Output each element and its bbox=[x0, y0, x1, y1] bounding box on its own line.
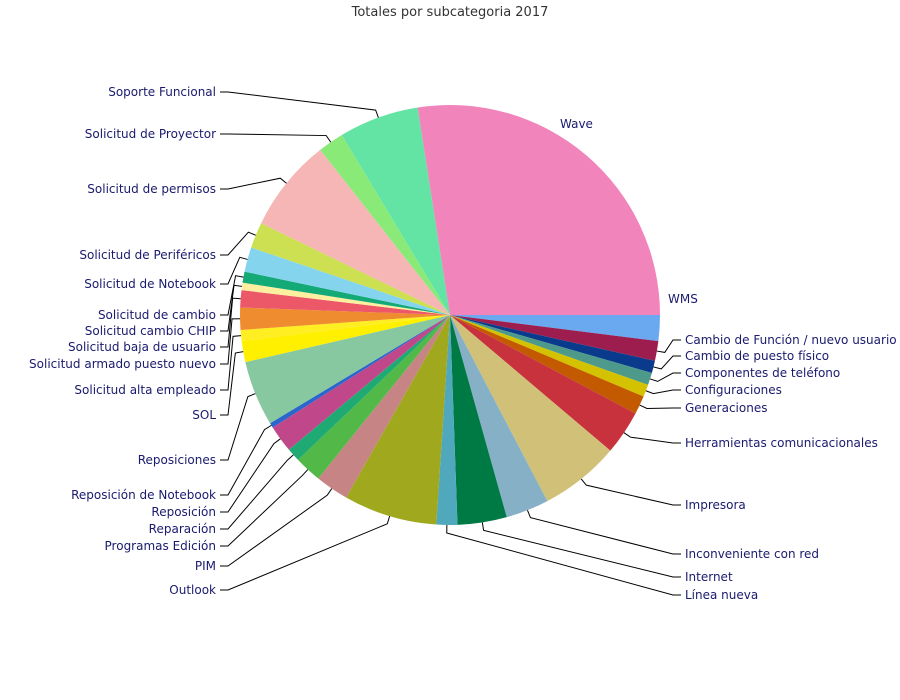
slice-label: Solicitud de Periféricos bbox=[79, 248, 216, 262]
pie-slice bbox=[450, 315, 548, 518]
leader-line bbox=[639, 404, 681, 410]
slice-label: Reposición bbox=[151, 505, 216, 519]
pie-slice bbox=[450, 315, 660, 342]
pie-slice bbox=[261, 149, 450, 315]
slice-label: PIM bbox=[195, 559, 216, 573]
leader-line bbox=[220, 284, 243, 332]
leader-line bbox=[446, 524, 681, 596]
leader-line bbox=[220, 438, 281, 513]
pie-slice bbox=[450, 315, 655, 373]
pie-slice bbox=[450, 315, 611, 502]
slice-label: Herramientas comunicacionales bbox=[685, 436, 878, 450]
slice-label: WMS bbox=[668, 292, 698, 306]
slice-label: SOL bbox=[192, 408, 216, 422]
leader-line bbox=[656, 339, 681, 353]
pie-slice bbox=[450, 315, 649, 397]
leader-line bbox=[220, 469, 309, 547]
leader-line bbox=[220, 351, 244, 416]
leader-line bbox=[220, 335, 242, 391]
chart-title: Totales por subcategoria 2017 bbox=[351, 5, 549, 20]
pie-slice bbox=[346, 315, 450, 525]
slice-label: Reposiciones bbox=[138, 453, 216, 467]
pie-slice bbox=[450, 315, 507, 525]
leader-line bbox=[220, 177, 287, 190]
leader-line bbox=[220, 256, 248, 285]
slice-label: Reposición de Notebook bbox=[71, 488, 216, 502]
slice-label: Reparación bbox=[149, 522, 216, 536]
leader-lines bbox=[220, 91, 681, 596]
slice-label: Outlook bbox=[169, 583, 216, 597]
pie-slice bbox=[245, 315, 450, 424]
pie-slice bbox=[241, 315, 450, 363]
leader-line bbox=[481, 522, 681, 578]
leader-line bbox=[653, 355, 681, 370]
leader-line bbox=[220, 133, 332, 143]
slice-label: Componentes de teléfono bbox=[685, 366, 840, 380]
leader-line bbox=[220, 454, 294, 530]
slice-label: Configuraciones bbox=[685, 383, 782, 397]
pie-slice bbox=[341, 107, 450, 316]
pie-slices bbox=[239, 105, 660, 525]
slice-label: Wave bbox=[560, 117, 593, 131]
pie-slice bbox=[270, 315, 450, 428]
slice-label: Generaciones bbox=[685, 401, 767, 415]
leader-line bbox=[623, 432, 681, 444]
slice-label: Solicitud baja de usuario bbox=[68, 340, 216, 354]
pie-slice bbox=[240, 315, 450, 342]
pie-slice bbox=[241, 282, 450, 315]
pie-slice bbox=[298, 315, 450, 479]
leader-line bbox=[220, 424, 272, 496]
pie-slice bbox=[436, 315, 458, 525]
leader-line bbox=[527, 510, 681, 555]
pie-slice bbox=[450, 315, 636, 451]
slice-label: Solicitud alta empleado bbox=[74, 383, 216, 397]
leader-line bbox=[220, 515, 391, 591]
pie-slice bbox=[318, 315, 450, 498]
pie-slice bbox=[450, 315, 644, 414]
pie-slice bbox=[417, 105, 660, 315]
leader-line bbox=[580, 478, 681, 506]
pie-slice bbox=[244, 247, 450, 315]
slice-label: Programas Edición bbox=[105, 539, 216, 553]
pie-slice bbox=[288, 315, 450, 460]
slice-label: Impresora bbox=[685, 498, 746, 512]
pie-slice bbox=[320, 135, 450, 315]
slice-label: Inconveniente con red bbox=[685, 547, 819, 561]
slice-label: Soporte Funcional bbox=[108, 85, 216, 99]
leader-line bbox=[649, 372, 681, 382]
slice-label: Solicitud de permisos bbox=[87, 182, 216, 196]
leader-line bbox=[220, 488, 333, 567]
slice-label: Solicitud de Notebook bbox=[84, 277, 216, 291]
leader-line bbox=[220, 91, 379, 118]
pie-slice bbox=[450, 315, 652, 385]
slice-label: Solicitud de cambio bbox=[98, 308, 216, 322]
pie-slice bbox=[450, 315, 659, 361]
slice-label: Solicitud cambio CHIP bbox=[85, 324, 216, 338]
pie-slice bbox=[240, 290, 450, 315]
slice-label: Cambio de puesto físico bbox=[685, 349, 829, 363]
leader-line bbox=[220, 297, 241, 348]
pie-slice bbox=[251, 223, 450, 315]
leader-line bbox=[220, 275, 244, 316]
slice-label: Cambio de Función / nuevo usuario bbox=[685, 333, 897, 347]
pie-slice bbox=[239, 307, 450, 330]
slice-labels: WMS Cambio de Función / nuevo usuario Camb… bbox=[29, 85, 897, 602]
leader-line bbox=[220, 318, 241, 365]
slice-label: Solicitud armado puesto nuevo bbox=[29, 357, 216, 371]
slice-label: Solicitud de Proyector bbox=[85, 127, 216, 141]
pie-slice bbox=[272, 315, 450, 450]
leader-line bbox=[220, 393, 256, 461]
pie-slice bbox=[242, 271, 450, 315]
slice-label: Línea nueva bbox=[685, 588, 758, 602]
slice-label: Internet bbox=[685, 570, 733, 584]
leader-line bbox=[645, 389, 681, 395]
leader-line bbox=[220, 231, 256, 256]
